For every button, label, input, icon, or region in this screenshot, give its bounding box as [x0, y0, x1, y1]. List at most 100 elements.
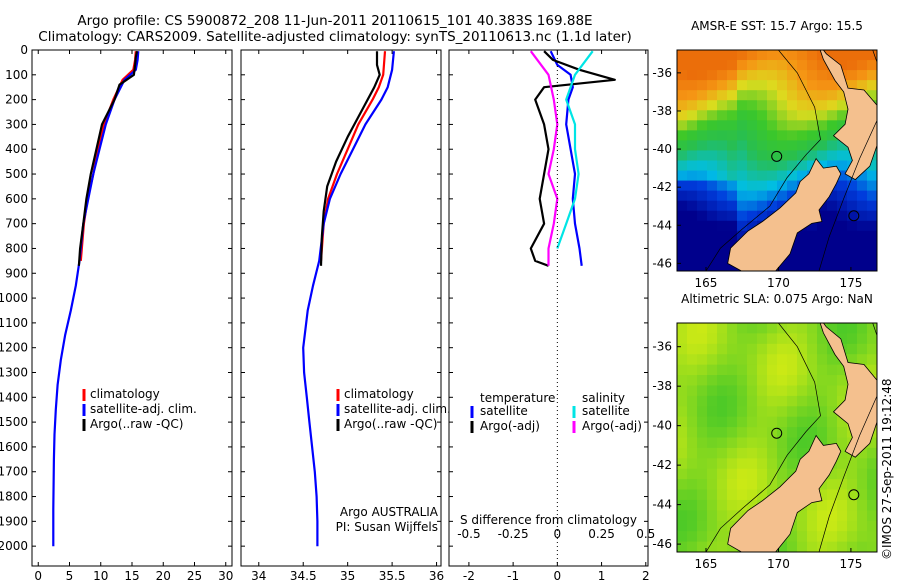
- map-cell: [767, 50, 778, 61]
- map-cell: [767, 100, 778, 111]
- map-cell: [767, 190, 778, 202]
- map-cell: [717, 323, 728, 335]
- map-cell: [837, 190, 848, 202]
- map-cell: [807, 385, 818, 397]
- legend-label: Argo(-adj): [582, 419, 642, 433]
- map-cell: [757, 427, 768, 439]
- y-tick-label: 1000: [0, 291, 28, 305]
- map-cell: [687, 100, 698, 111]
- map-cell: [707, 489, 718, 501]
- map-cell: [827, 364, 838, 376]
- map-cell: [767, 468, 778, 480]
- map-cell: [717, 468, 728, 480]
- map-cell: [687, 541, 698, 552]
- map-cell: [707, 541, 718, 552]
- y-tick-label: 500: [5, 167, 28, 181]
- map-cell: [837, 210, 848, 222]
- map-cell: [717, 230, 728, 242]
- map-cell: [677, 210, 688, 222]
- map-cell: [697, 140, 708, 152]
- map-cell: [747, 60, 758, 71]
- map-cell: [767, 200, 778, 212]
- map-cell: [827, 110, 838, 121]
- map-cell: [707, 80, 718, 91]
- map-cell: [807, 364, 818, 376]
- map-cell: [777, 70, 788, 81]
- map-cell: [707, 110, 718, 121]
- map-cell: [737, 190, 748, 202]
- map-cell: [717, 364, 728, 376]
- map-cell: [747, 110, 758, 121]
- map-cell: [787, 120, 798, 131]
- map-cell: [737, 220, 748, 232]
- map-cell: [677, 120, 688, 131]
- map-cell: [777, 170, 788, 182]
- map-cell: [717, 70, 728, 81]
- map-cell: [727, 190, 738, 202]
- map-cell: [747, 220, 758, 232]
- map-cell: [687, 447, 698, 459]
- x-tick-label: 1: [598, 569, 606, 580]
- map-cell: [687, 120, 698, 131]
- map-cell: [727, 180, 738, 192]
- map-cell: [697, 110, 708, 121]
- map-cell: [677, 531, 688, 543]
- map-cell: [757, 479, 768, 491]
- map-cell: [767, 333, 778, 345]
- map-cell: [797, 343, 808, 355]
- map-cell: [807, 80, 818, 91]
- x-tick-label: 170: [767, 276, 790, 290]
- map-cell: [827, 354, 838, 366]
- map-cell: [787, 395, 798, 407]
- map-cell: [747, 100, 758, 111]
- map-cell: [747, 170, 758, 182]
- map-cell: [837, 90, 848, 101]
- map-cell: [717, 220, 728, 232]
- map-cell: [857, 250, 868, 262]
- map-cell: [787, 364, 798, 376]
- map-cell: [857, 60, 868, 71]
- map-cell: [827, 510, 838, 522]
- plot-frame: [448, 49, 649, 567]
- map-cell: [777, 120, 788, 131]
- map-cell: [677, 130, 688, 142]
- map-cell: [717, 260, 728, 271]
- map-cell: [717, 437, 728, 449]
- map-cell: [817, 395, 828, 407]
- map-cell: [817, 531, 828, 543]
- map-cell: [677, 60, 688, 71]
- map-cell: [717, 210, 728, 222]
- map-cell: [757, 406, 768, 418]
- map-cell: [827, 150, 838, 162]
- map-cell: [677, 520, 688, 532]
- map-cell: [767, 120, 778, 131]
- x-tick-label: 175: [839, 276, 862, 290]
- map-cell: [727, 333, 738, 345]
- map-cell: [847, 260, 858, 271]
- map-cell: [677, 90, 688, 101]
- map-cell: [777, 160, 788, 172]
- y-tick-label: -40: [652, 419, 672, 433]
- map-cell: [787, 250, 798, 262]
- map-cell: [717, 406, 728, 418]
- map-cell: [687, 385, 698, 397]
- map-cell: [767, 80, 778, 91]
- map-cell: [687, 468, 698, 480]
- map-cell: [817, 80, 828, 91]
- map-cell: [757, 190, 768, 202]
- map-cell: [857, 520, 868, 532]
- map-cell: [687, 110, 698, 121]
- map-cell: [817, 489, 828, 501]
- map-cell: [697, 354, 708, 366]
- map-cell: [867, 364, 877, 376]
- map-cell: [687, 240, 698, 252]
- map-cell: [727, 385, 738, 397]
- legend-title-temperature: temperature: [480, 391, 555, 405]
- map-cell: [747, 80, 758, 91]
- map-cell: [797, 427, 808, 439]
- south-island: [727, 434, 842, 552]
- map-cell: [717, 60, 728, 71]
- map-cell: [737, 354, 748, 366]
- map-cell: [707, 120, 718, 131]
- map-cell: [847, 80, 858, 91]
